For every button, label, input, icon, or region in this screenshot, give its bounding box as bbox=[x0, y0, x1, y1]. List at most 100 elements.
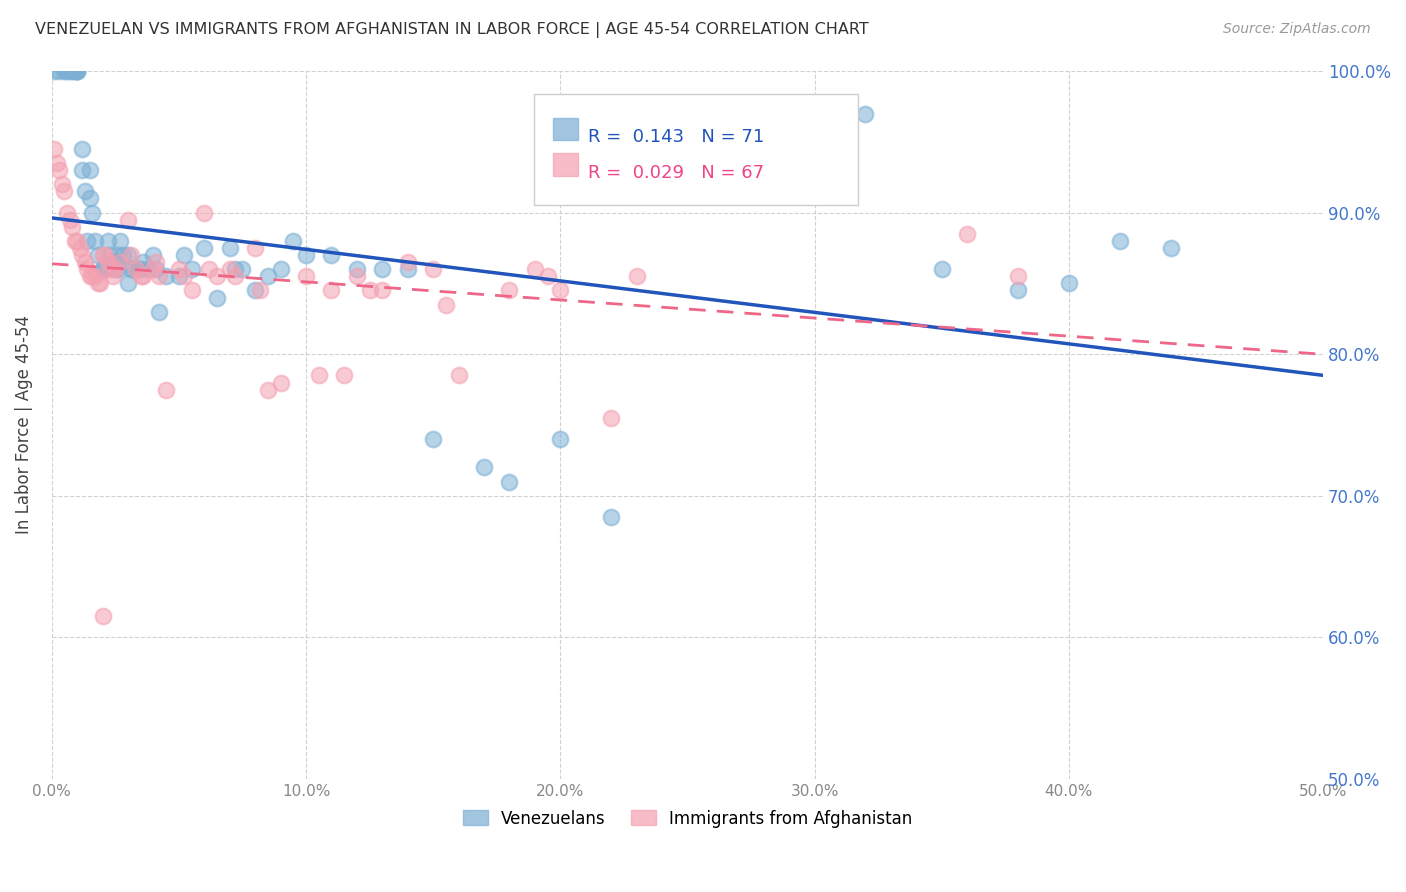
Point bbox=[956, 227, 979, 241]
Point bbox=[48, 64, 70, 78]
Point bbox=[283, 234, 305, 248]
Point bbox=[58, 212, 80, 227]
Point bbox=[45, 156, 67, 170]
Point bbox=[142, 262, 165, 277]
Point bbox=[180, 284, 202, 298]
Point bbox=[180, 262, 202, 277]
Point bbox=[48, 163, 70, 178]
Point bbox=[72, 163, 94, 178]
Point bbox=[173, 269, 195, 284]
Point bbox=[600, 411, 623, 425]
Point bbox=[231, 262, 253, 277]
Point bbox=[536, 269, 558, 284]
Point bbox=[148, 304, 170, 318]
Point bbox=[346, 262, 368, 277]
Point bbox=[122, 262, 145, 277]
Point bbox=[69, 241, 91, 255]
Point bbox=[91, 262, 114, 277]
Y-axis label: In Labor Force | Age 45-54: In Labor Force | Age 45-54 bbox=[15, 316, 32, 534]
Point bbox=[523, 262, 546, 277]
Point bbox=[76, 262, 98, 277]
Point bbox=[84, 234, 107, 248]
Point bbox=[257, 383, 280, 397]
Point bbox=[101, 269, 124, 284]
Legend: Venezuelans, Immigrants from Afghanistan: Venezuelans, Immigrants from Afghanistan bbox=[456, 803, 920, 834]
Text: R =  0.143   N = 71: R = 0.143 N = 71 bbox=[588, 128, 763, 146]
Point bbox=[91, 609, 114, 624]
Point bbox=[371, 262, 394, 277]
Point bbox=[1007, 284, 1029, 298]
Point bbox=[117, 212, 139, 227]
Point bbox=[44, 142, 66, 156]
Point bbox=[931, 262, 953, 277]
Point bbox=[98, 262, 121, 277]
Point bbox=[321, 284, 343, 298]
Point bbox=[82, 269, 104, 284]
Point bbox=[63, 234, 86, 248]
Point bbox=[422, 432, 444, 446]
Point bbox=[249, 284, 271, 298]
Point bbox=[155, 383, 177, 397]
Point bbox=[205, 269, 228, 284]
Point bbox=[132, 255, 155, 269]
Text: VENEZUELAN VS IMMIGRANTS FROM AFGHANISTAN IN LABOR FORCE | AGE 45-54 CORRELATION: VENEZUELAN VS IMMIGRANTS FROM AFGHANISTA… bbox=[35, 22, 869, 38]
Point bbox=[120, 262, 142, 277]
Point bbox=[44, 64, 66, 78]
Point bbox=[79, 192, 101, 206]
Point bbox=[91, 262, 114, 277]
Point bbox=[498, 284, 520, 298]
Point bbox=[110, 234, 132, 248]
Point bbox=[243, 284, 266, 298]
Point bbox=[73, 255, 96, 269]
Point bbox=[94, 262, 117, 277]
Point bbox=[58, 64, 80, 78]
Point bbox=[84, 269, 107, 284]
Point bbox=[333, 368, 356, 383]
Point bbox=[73, 185, 96, 199]
Point bbox=[72, 248, 94, 262]
Point bbox=[117, 248, 139, 262]
Point bbox=[472, 460, 495, 475]
Point bbox=[193, 241, 215, 255]
Point bbox=[145, 255, 167, 269]
Point bbox=[498, 475, 520, 489]
Point bbox=[63, 64, 86, 78]
Point bbox=[205, 291, 228, 305]
Point bbox=[66, 64, 89, 78]
Point bbox=[117, 277, 139, 291]
Point bbox=[1108, 234, 1130, 248]
Point bbox=[396, 255, 419, 269]
Point bbox=[550, 284, 572, 298]
Point bbox=[371, 284, 394, 298]
Point bbox=[626, 269, 648, 284]
Point bbox=[138, 262, 160, 277]
Point bbox=[97, 234, 120, 248]
Point bbox=[124, 262, 146, 277]
Point bbox=[60, 64, 83, 78]
Point bbox=[550, 432, 572, 446]
Point bbox=[270, 262, 292, 277]
Point bbox=[132, 269, 155, 284]
Point bbox=[127, 262, 149, 277]
Point bbox=[224, 262, 246, 277]
Point bbox=[129, 262, 152, 277]
Point bbox=[142, 248, 165, 262]
Point bbox=[66, 234, 89, 248]
Point bbox=[51, 178, 73, 192]
Point bbox=[72, 142, 94, 156]
Point bbox=[447, 368, 470, 383]
Point bbox=[107, 248, 129, 262]
Point bbox=[79, 269, 101, 284]
Point bbox=[434, 298, 457, 312]
Point bbox=[224, 269, 246, 284]
Point bbox=[396, 262, 419, 277]
Point bbox=[98, 248, 121, 262]
Point bbox=[76, 234, 98, 248]
Point bbox=[295, 248, 318, 262]
Point bbox=[198, 262, 221, 277]
Point bbox=[218, 241, 240, 255]
Point bbox=[53, 64, 76, 78]
Point bbox=[66, 64, 89, 78]
Point bbox=[110, 255, 132, 269]
Point bbox=[167, 269, 190, 284]
